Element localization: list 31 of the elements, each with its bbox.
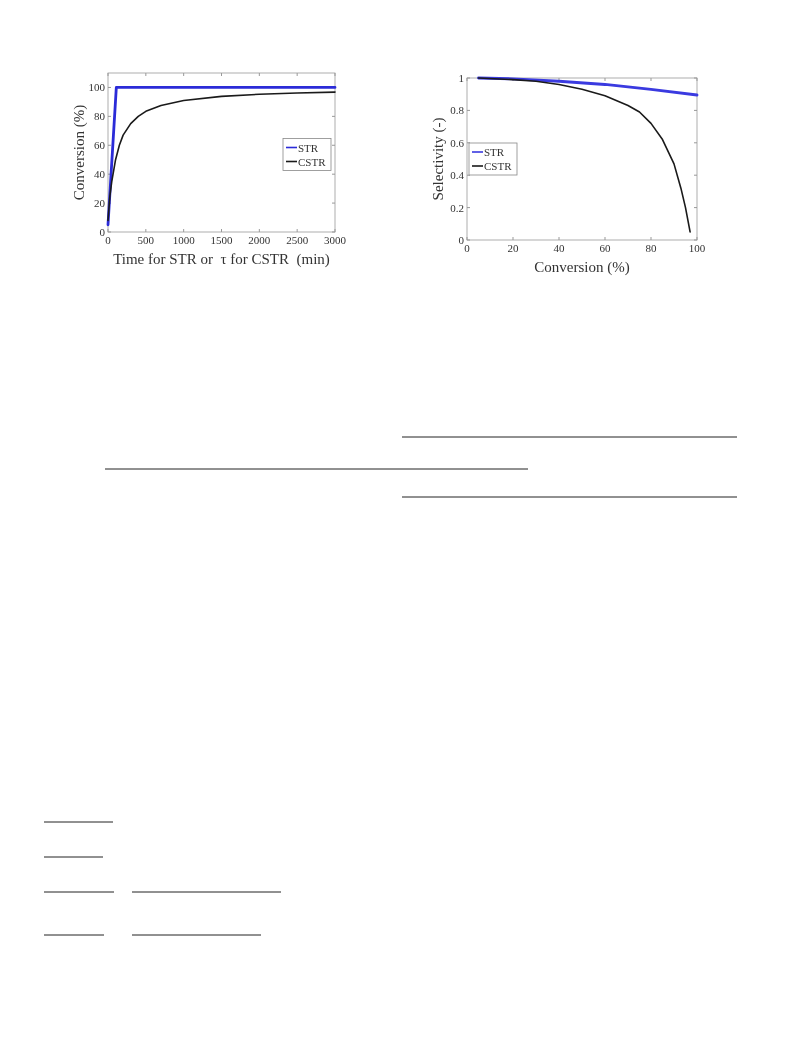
legend-label: STR [298,141,319,154]
y-tick-label: 0.8 [450,104,465,117]
x-tick-label: 20 [507,242,519,254]
x-tick-label: 2500 [286,234,309,246]
legend-label: CSTR [298,155,327,168]
y-tick-label: 0.6 [450,136,465,149]
x-tick-label: 40 [553,242,565,254]
y-axis-title: Selectivity (-) [430,117,447,201]
y-tick-label: 1 [458,72,464,84]
y-tick-label: 40 [94,168,106,181]
y-tick-label: 0.4 [450,169,465,182]
legend-label: STR [484,146,505,158]
line-series [477,77,691,233]
x-tick-label: 1000 [172,234,196,246]
x-tick-label: 60 [599,242,611,254]
x-tick-label: 2000 [248,234,271,246]
x-tick-label: 1500 [210,234,233,246]
y-tick-label: 60 [94,139,106,152]
x-tick-label: 100 [688,242,706,254]
x-axis-title: Conversion (%) [534,259,630,276]
y-tick-label: 100 [88,81,106,94]
x-tick-label: 500 [137,234,155,246]
y-tick-label: 20 [94,197,106,210]
legend-label: CSTR [484,160,513,172]
y-tick-label: 0.2 [450,201,464,214]
y-tick-label: 0 [99,226,106,238]
y-tick-label: 80 [94,110,106,123]
x-axis-title: Time for STR or τ for CSTR (min) [113,251,330,268]
x-tick-label: 80 [645,242,657,254]
x-tick-label: 3000 [324,234,347,246]
y-axis-title: Conversion (%) [71,104,88,201]
